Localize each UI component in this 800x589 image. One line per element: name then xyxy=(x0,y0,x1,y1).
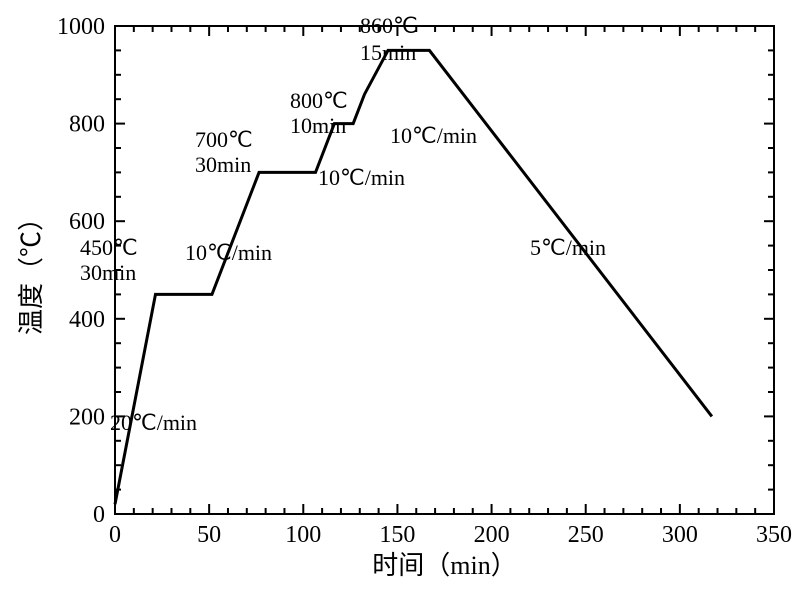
x-axis-title: 时间（min） xyxy=(372,551,516,580)
x-tick-label: 300 xyxy=(662,522,698,548)
annotation-hold4a: 860℃ xyxy=(360,13,418,38)
annotation-hold3a: 800℃ xyxy=(290,88,348,113)
annotation-rate4: 10℃/min xyxy=(390,123,477,148)
y-tick-label: 0 xyxy=(93,502,105,528)
annotation-hold2a: 700℃ xyxy=(195,127,253,152)
annotation-rate2: 10℃/min xyxy=(185,240,272,265)
annotation-hold1a: 450℃ xyxy=(80,235,138,260)
y-axis-title: 温度（℃） xyxy=(17,205,46,335)
x-tick-label: 100 xyxy=(285,522,321,548)
x-tick-label: 250 xyxy=(568,522,604,548)
annotation-rate3: 10℃/min xyxy=(318,165,405,190)
x-tick-label: 200 xyxy=(474,522,510,548)
y-tick-label: 600 xyxy=(69,209,105,235)
annotation-rate5: 5℃/min xyxy=(530,235,606,260)
x-tick-label: 50 xyxy=(197,522,221,548)
y-tick-label: 400 xyxy=(69,307,105,333)
y-tick-label: 1000 xyxy=(57,14,105,40)
annotation-hold4b: 15min xyxy=(360,40,416,65)
annotation-hold2b: 30min xyxy=(195,152,251,177)
annotation-hold1b: 30min xyxy=(80,260,136,285)
annotation-hold3b: 10min xyxy=(290,113,346,138)
temperature-time-chart: 0 50 100 150 200 250 300 350 0 200 400 600 800 1000 时… xyxy=(0,0,800,589)
y-tick-label: 200 xyxy=(69,404,105,430)
x-tick-label: 150 xyxy=(379,522,415,548)
y-tick-label: 800 xyxy=(69,112,105,138)
x-tick-label: 350 xyxy=(756,522,792,548)
annotation-rate1: 20℃/min xyxy=(110,410,197,435)
x-tick-label: 0 xyxy=(109,522,121,548)
